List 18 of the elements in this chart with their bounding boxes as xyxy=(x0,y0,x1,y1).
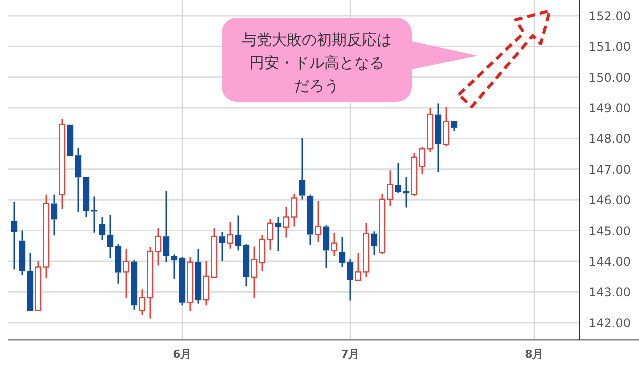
y-tick-label: 150.00 xyxy=(589,70,631,85)
y-tick-label: 143.00 xyxy=(589,286,631,300)
y-tick-label: 152.00 xyxy=(589,9,631,24)
y-tick-label: 148.00 xyxy=(589,132,631,146)
x-tick-label: 6月 xyxy=(173,348,192,361)
callout: 与党大敗の初期反応は 円安・ドル高となる だろう xyxy=(222,18,478,102)
x-tick-label: 7月 xyxy=(341,348,360,361)
annotation: 与党大敗の初期反応は xyxy=(242,31,392,49)
y-tick-label: 151.00 xyxy=(589,40,631,54)
y-tick-label: 142.00 xyxy=(589,316,631,330)
annotation: 円安・ドル高となる xyxy=(250,54,384,72)
y-tick-label: 145.00 xyxy=(589,224,631,238)
y-tick-label: 144.00 xyxy=(589,254,631,269)
annotation: だろう xyxy=(294,77,340,95)
y-tick-label: 146.00 xyxy=(589,194,631,208)
x-tick-label: 8月 xyxy=(525,348,544,361)
y-tick-label: 147.00 xyxy=(589,162,631,177)
y-tick-label: 149.00 xyxy=(589,102,631,116)
